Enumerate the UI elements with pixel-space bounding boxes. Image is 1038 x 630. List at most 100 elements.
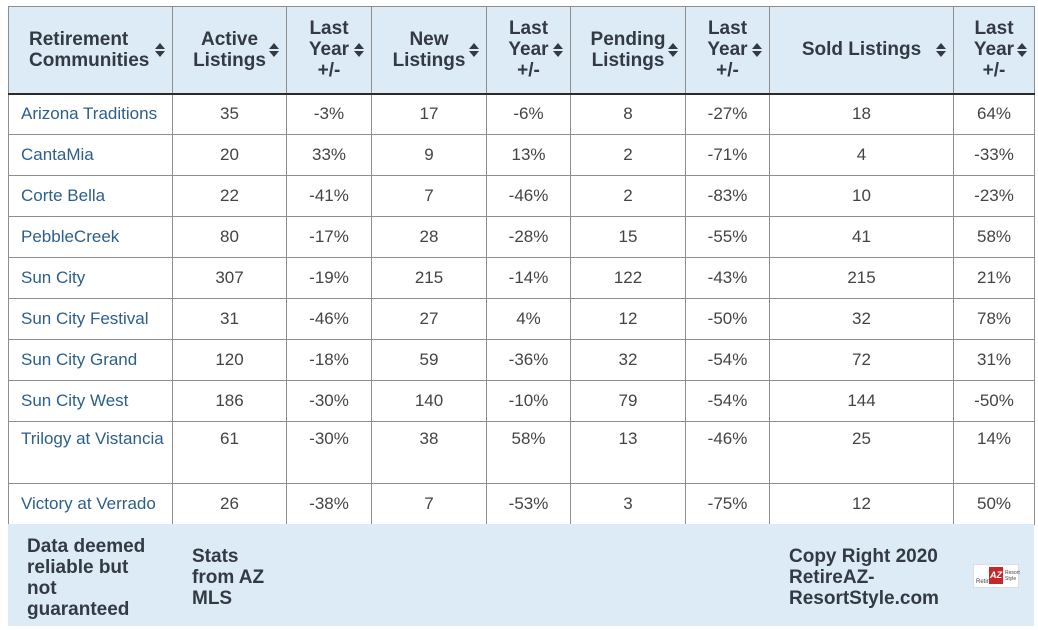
- table-cell: 120: [172, 339, 287, 381]
- table-cell: 61: [172, 421, 287, 484]
- table-footer: Data deemed reliable but not guaranteed …: [8, 524, 1034, 626]
- table-cell: -43%: [685, 257, 770, 299]
- community-link[interactable]: Sun City Festival: [21, 309, 149, 328]
- table-cell: 31: [172, 298, 287, 340]
- table-cell: 122: [570, 257, 686, 299]
- column-header-new-listings[interactable]: New Listings: [371, 6, 487, 95]
- table-cell: -28%: [486, 216, 571, 258]
- column-header-active-listings[interactable]: Active Listings: [172, 6, 287, 95]
- table-cell: 13: [570, 421, 686, 484]
- community-name-cell[interactable]: Sun City West: [8, 380, 173, 422]
- table-cell: 186: [172, 380, 287, 422]
- sort-icon[interactable]: [354, 42, 364, 57]
- table-cell: -46%: [685, 421, 770, 484]
- table-cell: -46%: [286, 298, 372, 340]
- table-cell: -54%: [685, 380, 770, 422]
- sort-icon[interactable]: [469, 42, 479, 57]
- table-cell: 3: [570, 483, 686, 525]
- table-cell: -53%: [486, 483, 571, 525]
- sort-icon[interactable]: [936, 42, 946, 57]
- table-cell: 28: [371, 216, 487, 258]
- sort-icon[interactable]: [553, 42, 563, 57]
- table-cell: -23%: [953, 175, 1035, 217]
- community-link[interactable]: Trilogy at Vistancia: [21, 429, 164, 448]
- table-cell: 12: [570, 298, 686, 340]
- table-header-row: Retirement Communities Active Listings L…: [8, 6, 1035, 95]
- table-cell: -55%: [685, 216, 770, 258]
- column-header-pending-change[interactable]: Last Year +/-: [685, 6, 770, 95]
- community-name-cell[interactable]: Trilogy at Vistancia: [8, 421, 173, 484]
- table-cell: 8: [570, 93, 686, 135]
- sort-icon[interactable]: [1017, 42, 1027, 57]
- table-cell: -50%: [953, 380, 1035, 422]
- table-cell: -14%: [486, 257, 571, 299]
- column-header-active-change[interactable]: Last Year +/-: [286, 6, 372, 95]
- table-cell: 14%: [953, 421, 1035, 484]
- disclaimer-text: Data deemed reliable but not guaranteed: [27, 536, 146, 620]
- table-cell: -83%: [685, 175, 770, 217]
- community-link[interactable]: Sun City West: [21, 391, 129, 410]
- community-link[interactable]: Victory at Verrado: [21, 494, 156, 513]
- sort-icon[interactable]: [668, 42, 678, 57]
- community-name-cell[interactable]: Sun City: [8, 257, 173, 299]
- table-cell: -27%: [685, 93, 770, 135]
- table-cell: 31%: [953, 339, 1035, 381]
- table-cell: -33%: [953, 134, 1035, 176]
- community-name-cell[interactable]: Sun City Grand: [8, 339, 173, 381]
- table-row: Trilogy at Vistancia 61 -30% 38 58% 13 -…: [8, 421, 1035, 484]
- sort-icon[interactable]: [269, 42, 279, 57]
- table-cell: -30%: [286, 421, 372, 484]
- table-cell: 215: [769, 257, 954, 299]
- community-link[interactable]: Arizona Traditions: [21, 104, 158, 124]
- community-name-cell[interactable]: Arizona Traditions: [8, 93, 173, 135]
- community-name-cell[interactable]: PebbleCreek: [8, 216, 173, 258]
- table-cell: -18%: [286, 339, 372, 381]
- community-link[interactable]: Sun City: [21, 268, 86, 287]
- table-cell: 20: [172, 134, 287, 176]
- community-name-cell[interactable]: CantaMia: [8, 134, 173, 176]
- table-cell: 2: [570, 175, 686, 217]
- table-cell: -50%: [685, 298, 770, 340]
- table-cell: 18: [769, 93, 954, 135]
- table-cell: -38%: [286, 483, 372, 525]
- retirement-communities-table: Retirement Communities Active Listings L…: [8, 6, 1035, 525]
- table-cell: 21%: [953, 257, 1035, 299]
- table-cell: 307: [172, 257, 287, 299]
- table-cell: 35: [172, 93, 287, 135]
- table-cell: 2: [570, 134, 686, 176]
- column-header-community[interactable]: Retirement Communities: [8, 6, 173, 95]
- table-row: Sun City Festival 31 -46% 27 4% 12 -50% …: [8, 298, 1035, 340]
- sort-icon[interactable]: [155, 42, 165, 57]
- table-cell: -75%: [685, 483, 770, 525]
- table-cell: 32: [769, 298, 954, 340]
- table-cell: 58%: [486, 421, 571, 484]
- sort-icon[interactable]: [752, 42, 762, 57]
- table-cell: 144: [769, 380, 954, 422]
- community-name-cell[interactable]: Sun City Festival: [8, 298, 173, 340]
- table-cell: 10: [769, 175, 954, 217]
- community-link[interactable]: Sun City Grand: [21, 350, 138, 369]
- stats-table-container: Retirement Communities Active Listings L…: [8, 6, 1035, 525]
- table-cell: -71%: [685, 134, 770, 176]
- table-cell: -46%: [486, 175, 571, 217]
- table-cell: -36%: [486, 339, 571, 381]
- column-header-sold-change[interactable]: Last Year +/-: [953, 6, 1035, 95]
- community-name-cell[interactable]: Corte Bella: [8, 175, 173, 217]
- table-row: Sun City Grand 120 -18% 59 -36% 32 -54% …: [8, 339, 1035, 381]
- community-link[interactable]: CantaMia: [21, 145, 94, 164]
- community-link[interactable]: Corte Bella: [21, 186, 106, 205]
- table-row: PebbleCreek 80 -17% 28 -28% 15 -55% 41 5…: [8, 216, 1035, 258]
- column-header-sold-listings[interactable]: Sold Listings: [769, 6, 954, 95]
- table-cell: 59: [371, 339, 487, 381]
- community-name-cell[interactable]: Victory at Verrado: [8, 483, 173, 525]
- source-text: Stats from AZ MLS: [192, 546, 265, 609]
- table-cell: 25: [769, 421, 954, 484]
- column-header-pending-listings[interactable]: Pending Listings: [570, 6, 686, 95]
- table-cell: 15: [570, 216, 686, 258]
- column-header-new-change[interactable]: Last Year +/-: [486, 6, 571, 95]
- table-row: Victory at Verrado 26 -38% 7 -53% 3 -75%…: [8, 483, 1035, 525]
- community-link[interactable]: PebbleCreek: [21, 227, 120, 246]
- table-cell: 79: [570, 380, 686, 422]
- table-cell: -6%: [486, 93, 571, 135]
- table-cell: -19%: [286, 257, 372, 299]
